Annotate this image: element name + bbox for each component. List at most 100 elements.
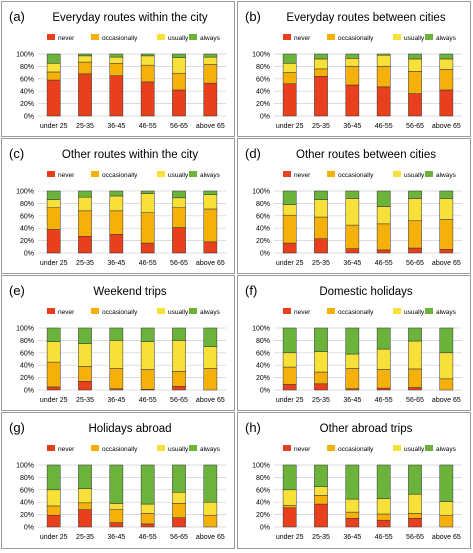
legend-label-usually: usually (404, 172, 425, 179)
bar-segment-usually (439, 352, 454, 380)
legend-label-occasionally: occasionally (102, 446, 138, 453)
legend-swatch-always (425, 445, 433, 451)
bar-segment-always (376, 190, 391, 207)
x-tick-label: 25-35 (76, 397, 94, 404)
chart-e-label: (e) (9, 283, 25, 298)
bar-segment-occasionally (314, 216, 328, 239)
x-tick-label: 46-55 (375, 534, 393, 541)
legend-swatch-never (47, 34, 55, 40)
x-tick-label: above 65 (196, 260, 225, 267)
legend-label-never: never (294, 309, 311, 316)
legend-label-never: never (294, 446, 311, 453)
bar-segment-occasionally (345, 224, 360, 249)
x-tick-label: under 25 (40, 260, 68, 267)
bar-segment-occasionally (439, 514, 454, 528)
chart-g-svg: (g) Holidays abroad never occasionally usual… (9, 420, 226, 541)
bar-segment-always (439, 53, 454, 60)
y-tick-label: 100% (252, 52, 270, 59)
bar-segment-never (408, 247, 422, 254)
legend-label-occasionally: occasionally (102, 309, 138, 316)
y-tick-label: 100% (252, 463, 270, 470)
bar-segment-always (140, 464, 155, 505)
y-tick-label: 60% (20, 213, 34, 220)
chart-a-svg: (a) Everyday routes within the city never o… (9, 9, 226, 130)
y-tick-label: 60% (256, 487, 270, 494)
x-tick-label: 56-65 (406, 534, 424, 541)
legend-swatch-occasionally (327, 308, 335, 314)
x-tick-label: 25-35 (312, 397, 330, 404)
bar-segment-occasionally (376, 223, 391, 251)
chart-h-title: Other abroad trips (320, 423, 413, 435)
legend-swatch-occasionally (327, 34, 335, 40)
legend-swatch-usually (393, 34, 401, 40)
bar-segment-usually (345, 498, 360, 513)
legend-swatch-always (189, 445, 197, 451)
x-tick-label: 46-55 (139, 260, 157, 267)
chart-panel-f: (f) Domestic holidays never occasionally usu… (237, 275, 471, 411)
y-tick-label: 40% (256, 226, 270, 233)
chart-c-label: (c) (9, 146, 24, 161)
bar-segment-occasionally (46, 71, 61, 81)
chart-d-label: (d) (245, 146, 261, 161)
x-tick-label: 56-65 (170, 260, 188, 267)
bar-segment-occasionally (140, 513, 155, 525)
bar-segment-occasionally (282, 214, 297, 244)
bar-segment-never (203, 241, 218, 254)
y-tick-label: 40% (20, 226, 34, 233)
x-tick-label: 56-65 (170, 534, 188, 541)
bar-segment-always (408, 464, 422, 495)
bar-segment-occasionally (282, 366, 297, 385)
bar-segment-usually (282, 489, 297, 506)
bar-segment-always (78, 53, 92, 57)
bar-segment-never (172, 227, 186, 254)
bar-segment-always (172, 327, 186, 341)
x-tick-label: 25-35 (76, 260, 94, 267)
bar-segment-never (172, 89, 186, 117)
bar-segment-occasionally (172, 503, 186, 518)
x-tick-label: under 25 (276, 534, 304, 541)
legend-label-always: always (200, 446, 221, 453)
y-tick-label: 20% (256, 375, 270, 382)
bar-segment-always (46, 464, 61, 491)
legend-swatch-always (189, 308, 197, 314)
legend-swatch-never (283, 308, 291, 314)
chart-e-svg: (e) Weekend trips never occasionally usually… (9, 283, 226, 404)
bar-segment-usually (109, 340, 124, 369)
chart-panel-g: (g) Holidays abroad never occasionally usual… (1, 412, 235, 549)
bar-segment-never (46, 514, 61, 528)
y-tick-label: 60% (20, 487, 34, 494)
legend-swatch-never (47, 445, 55, 451)
legend-label-usually: usually (168, 309, 189, 316)
bar-segment-never (282, 242, 297, 254)
chart-panel-e: (e) Weekend trips never occasionally usually… (1, 275, 235, 411)
bar-segment-occasionally (203, 64, 218, 84)
bar-segment-always (203, 190, 218, 195)
legend-label-usually: usually (168, 446, 189, 453)
bar-segment-usually (314, 199, 328, 218)
bar-segment-never (109, 234, 124, 254)
bar-segment-always (140, 190, 155, 194)
bar-segment-usually (282, 204, 297, 216)
bar-segment-usually (439, 58, 454, 70)
bar-segment-occasionally (376, 66, 391, 88)
legend-swatch-occasionally (327, 171, 335, 177)
bar-segment-occasionally (172, 371, 186, 387)
bar-segment-never (314, 383, 328, 391)
y-tick-label: 100% (252, 326, 270, 333)
bar-segment-never (345, 248, 360, 254)
bar-segment-occasionally (140, 212, 155, 244)
x-tick-label: under 25 (40, 534, 68, 541)
legend-swatch-occasionally (91, 34, 99, 40)
x-tick-label: 56-65 (170, 397, 188, 404)
bar-segment-occasionally (172, 207, 186, 228)
bar-segment-occasionally (109, 63, 124, 76)
legend-swatch-never (47, 308, 55, 314)
x-tick-label: 36-45 (343, 260, 361, 267)
legend-label-occasionally: occasionally (338, 35, 374, 42)
x-tick-label: 36-45 (107, 397, 125, 404)
bar-segment-always (345, 53, 360, 59)
bar-segment-never (78, 509, 92, 528)
y-tick-label: 80% (20, 338, 34, 345)
bar-segment-occasionally (203, 368, 218, 391)
bar-segment-never (46, 386, 61, 391)
